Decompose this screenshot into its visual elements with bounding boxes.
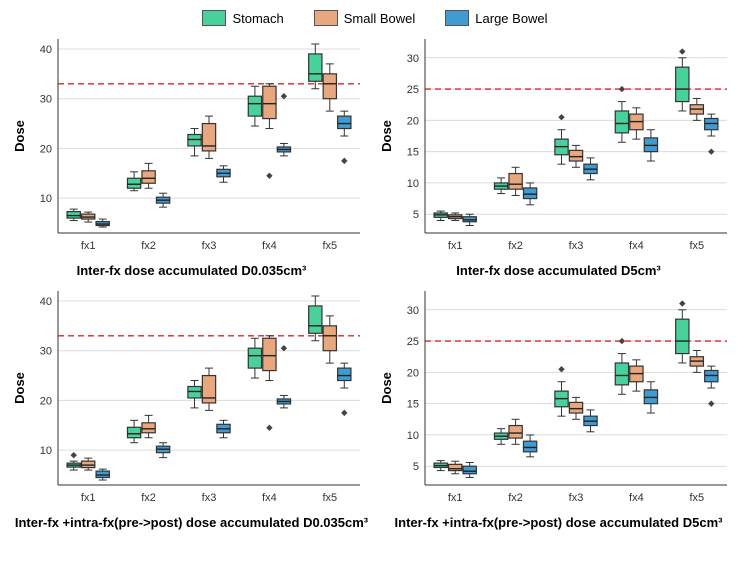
panel-title-p2: Inter-fx dose accumulated D5cm³	[377, 263, 740, 279]
legend-label-large-bowel: Large Bowel	[475, 11, 547, 26]
svg-text:15: 15	[407, 147, 419, 159]
svg-text:fx3: fx3	[202, 240, 217, 252]
svg-text:fx2: fx2	[508, 240, 523, 252]
panel-bottom-left: 10 20 30 40 fx1 fx2 fx3 fx4 fx5 Dose Inter-fx +in…	[10, 283, 373, 531]
svg-text:25: 25	[407, 84, 419, 96]
legend: Stomach Small Bowel Large Bowel	[10, 10, 740, 26]
chart-grid: 10 20 30 40 fx1 fx2 fx3 fx4 fx5 Dose Inter-fx dos…	[10, 31, 740, 530]
panel-title-p4: Inter-fx +intra-fx(pre->post) dose accum…	[377, 515, 740, 531]
chart-p4: 5 10 15 20 25 30 fx1 fx2 fx3 fx4 fx5 Dose	[377, 283, 737, 513]
svg-text:fx2: fx2	[141, 240, 156, 252]
legend-label-small-bowel: Small Bowel	[344, 11, 416, 26]
svg-text:30: 30	[40, 94, 52, 106]
svg-text:10: 10	[40, 193, 52, 205]
svg-text:fx2: fx2	[141, 492, 156, 504]
svg-text:fx1: fx1	[81, 492, 96, 504]
svg-text:fx5: fx5	[322, 240, 337, 252]
svg-text:Dose: Dose	[12, 372, 27, 404]
panel-top-right: 5 10 15 20 25 30 fx1 fx2 fx3 fx4 fx5 Dose Inter-fx …	[377, 31, 740, 279]
svg-text:fx1: fx1	[448, 492, 463, 504]
chart-p3: 10 20 30 40 fx1 fx2 fx3 fx4 fx5 Dose	[10, 283, 370, 513]
svg-text:fx5: fx5	[689, 240, 704, 252]
svg-text:30: 30	[407, 53, 419, 65]
legend-item-stomach: Stomach	[202, 10, 283, 26]
svg-text:Dose: Dose	[12, 120, 27, 152]
svg-text:Dose: Dose	[379, 372, 394, 404]
svg-text:25: 25	[407, 336, 419, 348]
svg-text:fx4: fx4	[629, 240, 644, 252]
legend-label-stomach: Stomach	[232, 11, 283, 26]
svg-text:10: 10	[40, 445, 52, 457]
svg-text:30: 30	[40, 345, 52, 357]
svg-text:30: 30	[407, 304, 419, 316]
svg-text:15: 15	[407, 398, 419, 410]
svg-text:fx1: fx1	[81, 240, 96, 252]
svg-text:fx3: fx3	[569, 240, 584, 252]
svg-text:20: 20	[407, 115, 419, 127]
legend-swatch-stomach	[202, 10, 226, 26]
chart-p2: 5 10 15 20 25 30 fx1 fx2 fx3 fx4 fx5 Dose	[377, 31, 737, 261]
svg-text:40: 40	[40, 44, 52, 56]
svg-text:20: 20	[407, 367, 419, 379]
svg-text:fx5: fx5	[689, 492, 704, 504]
svg-text:fx3: fx3	[569, 492, 584, 504]
svg-text:Dose: Dose	[379, 120, 394, 152]
svg-text:5: 5	[413, 209, 419, 221]
panel-bottom-right: 5 10 15 20 25 30 fx1 fx2 fx3 fx4 fx5 Dose Inter-fx …	[377, 283, 740, 531]
svg-text:20: 20	[40, 395, 52, 407]
legend-swatch-large-bowel	[445, 10, 469, 26]
svg-text:40: 40	[40, 296, 52, 308]
legend-item-small-bowel: Small Bowel	[314, 10, 416, 26]
svg-text:10: 10	[407, 430, 419, 442]
svg-text:10: 10	[407, 178, 419, 190]
svg-text:fx3: fx3	[202, 492, 217, 504]
svg-text:fx1: fx1	[448, 240, 463, 252]
svg-text:fx2: fx2	[508, 492, 523, 504]
svg-text:20: 20	[40, 143, 52, 155]
svg-text:fx4: fx4	[262, 492, 277, 504]
panel-title-p3: Inter-fx +intra-fx(pre->post) dose accum…	[10, 515, 373, 531]
legend-swatch-small-bowel	[314, 10, 338, 26]
panel-title-p1: Inter-fx dose accumulated D0.035cm³	[10, 263, 373, 279]
svg-text:fx4: fx4	[629, 492, 644, 504]
panel-top-left: 10 20 30 40 fx1 fx2 fx3 fx4 fx5 Dose Inter-fx dos…	[10, 31, 373, 279]
svg-text:fx4: fx4	[262, 240, 277, 252]
svg-text:5: 5	[413, 461, 419, 473]
chart-p1: 10 20 30 40 fx1 fx2 fx3 fx4 fx5 Dose	[10, 31, 370, 261]
svg-text:fx5: fx5	[322, 492, 337, 504]
legend-item-large-bowel: Large Bowel	[445, 10, 547, 26]
